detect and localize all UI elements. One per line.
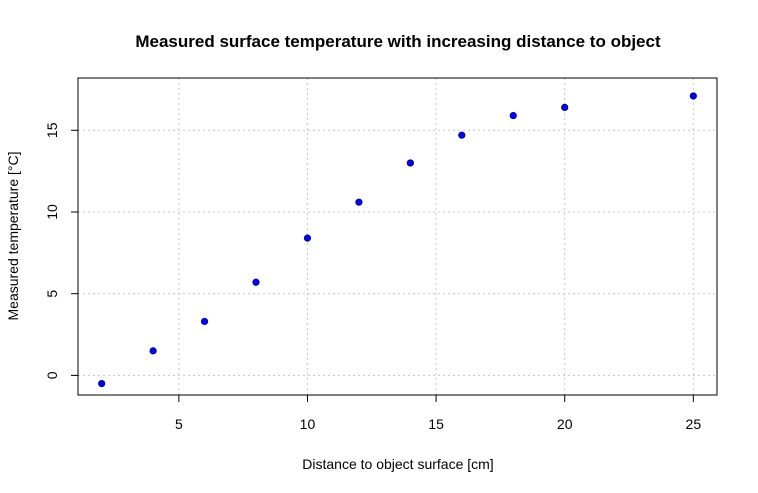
data-point [355, 198, 363, 206]
y-axis: 0 5 10 15 [44, 122, 79, 379]
y-axis-label: Measured temperature [°C] [5, 151, 21, 320]
data-point [458, 131, 466, 139]
y-tick-label: 10 [44, 204, 60, 220]
plot-area [77, 77, 718, 396]
data-point [98, 379, 106, 388]
data-point [561, 103, 569, 112]
x-tick-label: 10 [300, 416, 316, 432]
x-axis-label: Distance to object surface [cm] [302, 456, 493, 472]
x-tick-label: 15 [428, 416, 444, 432]
x-tick-label: 5 [175, 416, 183, 432]
data-point [689, 92, 697, 100]
data-point [200, 317, 209, 326]
y-tick-label: 15 [44, 122, 60, 138]
data-point [252, 278, 260, 286]
y-tick-label: 5 [44, 290, 60, 298]
data-points [98, 92, 697, 388]
chart-title: Measured surface temperature with increa… [135, 32, 661, 51]
grid [78, 78, 717, 395]
y-tick-label: 0 [44, 371, 60, 379]
x-tick-label: 25 [686, 416, 702, 432]
data-point [149, 347, 157, 355]
data-point [509, 111, 517, 120]
data-point [303, 234, 312, 242]
x-tick-label: 20 [557, 416, 573, 432]
data-point [406, 159, 414, 167]
x-axis: 5 10 15 20 25 [175, 394, 702, 432]
